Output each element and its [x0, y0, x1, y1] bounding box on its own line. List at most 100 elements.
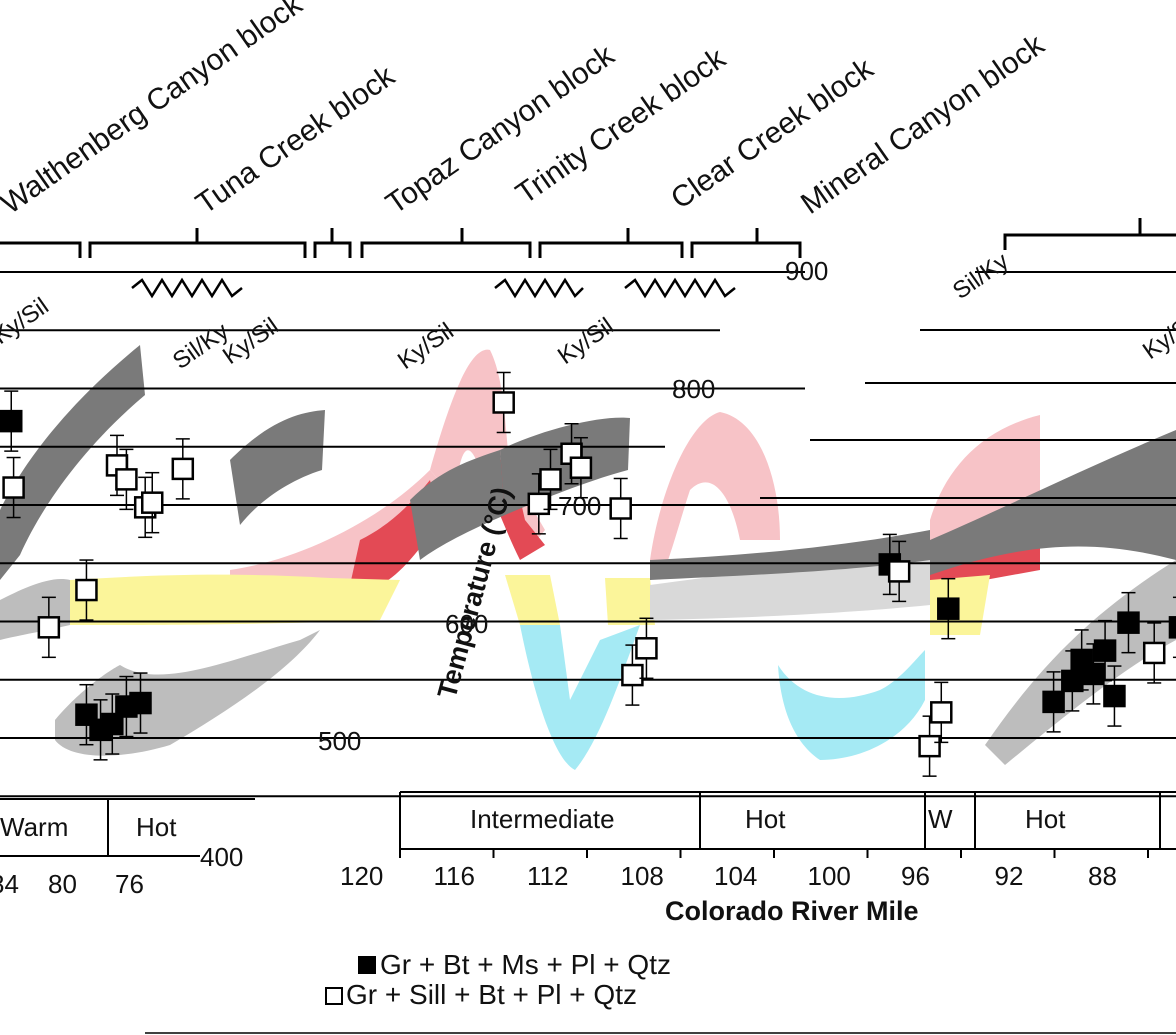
data-point-open	[539, 468, 562, 491]
data-point-filled	[1168, 616, 1176, 639]
legend-label-open: Gr + Sill + Bt + Pl + Qtz	[346, 979, 637, 1010]
x-tick-label: 76	[115, 869, 144, 899]
mid-dark-band	[500, 417, 630, 515]
zone-label-hot: Hot	[745, 804, 786, 834]
right-dark-band	[930, 430, 1176, 575]
x-tick-label: 104	[714, 861, 757, 891]
mid-dark-band-3	[650, 530, 930, 580]
y-tick-labels: 900 800 700 600 500 400	[200, 256, 828, 872]
fault-marker-2	[494, 277, 584, 299]
mineral-label: Ky/Sil	[393, 318, 459, 375]
x-tick-label: 108	[621, 861, 664, 891]
trinity-creek-bracket	[538, 228, 684, 258]
zone-label-w: W	[928, 804, 953, 834]
mid-yellow-band-2	[605, 578, 655, 625]
data-point-filled	[1082, 662, 1105, 686]
gridlines	[0, 271, 1176, 798]
x-tick-label: 84	[0, 869, 19, 899]
data-point-filled	[0, 409, 23, 433]
mid-pink-band-2	[650, 412, 780, 580]
block-brackets	[0, 218, 1176, 258]
zone-label-intermediate: Intermediate	[470, 804, 615, 834]
small-bracket-left	[313, 228, 352, 258]
left-yellow-band	[70, 574, 400, 625]
fault-marker-1	[131, 277, 243, 299]
mineral-label: Ky/Sil	[0, 293, 54, 350]
data-point-filled	[1103, 684, 1126, 708]
zone-label-warm: Warm	[0, 812, 68, 842]
data-points	[0, 371, 1176, 777]
right-cyan-band	[778, 650, 925, 760]
data-point-filled	[101, 712, 124, 736]
y-tick-label: 400	[200, 842, 243, 872]
data-point-open	[569, 456, 593, 479]
fault-marker-3	[624, 277, 736, 299]
y-tick-label: 600	[445, 609, 488, 639]
mineral-labels: Ky/Sil Sil/Ky Ky/Sil Ky/Sil Ky/Sil Sil/K…	[0, 248, 1176, 375]
x-tick-label: 92	[995, 861, 1024, 891]
data-point-filled	[1093, 639, 1117, 662]
fault-markers	[131, 277, 736, 299]
x-tick-label: 120	[340, 861, 383, 891]
y-tick-label: 700	[558, 491, 601, 521]
mid-cyan-band	[520, 625, 640, 770]
zone-label-hot: Hot	[136, 812, 177, 842]
x-tick-label: 116	[434, 861, 475, 891]
x-axis-label: Colorado River Mile	[665, 896, 919, 926]
x-tick-labels: 84807612011611210810410096928884	[0, 849, 1149, 899]
y-tick-label: 900	[785, 256, 828, 286]
x-tick-label: 100	[808, 861, 851, 891]
y-tick-label: 800	[672, 374, 715, 404]
data-point-open	[171, 457, 195, 481]
mid-yellow-band	[505, 575, 560, 625]
x-tick-label: 112	[527, 861, 568, 891]
legend-label-filled: Gr + Bt + Ms + Pl + Qtz	[380, 949, 671, 980]
tuna-creek-bracket	[88, 228, 307, 258]
data-point-open	[621, 663, 644, 687]
y-tick-label: 500	[318, 726, 361, 756]
data-point-filled	[1117, 611, 1140, 634]
x-tick-label: 96	[901, 861, 930, 891]
data-point-open	[609, 497, 632, 520]
block-label-mineral-canyon: Mineral Canyon block	[795, 28, 1051, 221]
data-point-filled	[129, 691, 152, 715]
data-point-open	[887, 560, 911, 583]
left-pink-band	[230, 470, 455, 590]
block-label-topaz-canyon: Topaz Canyon block	[380, 38, 621, 221]
block-label-tuna-creek: Tuna Creek block	[190, 59, 401, 221]
data-point-open	[492, 391, 515, 414]
data-point-open	[75, 578, 98, 602]
clear-creek-bracket	[690, 228, 802, 258]
mineral-label: Ky/Sil	[1138, 308, 1176, 365]
data-point-open	[930, 701, 953, 724]
legend: Gr + Bt + Ms + Pl + Qtz Gr + Sill + Bt +…	[145, 949, 1176, 1034]
legend-marker-open-square	[325, 987, 343, 1005]
data-point-open	[635, 637, 658, 660]
data-point-open	[141, 491, 164, 514]
data-point-open	[37, 616, 61, 639]
right-yellow-band	[930, 575, 990, 635]
topaz-canyon-bracket	[360, 228, 532, 258]
data-point-open	[115, 468, 138, 491]
zone-label-hot: Hot	[1025, 804, 1066, 834]
temperature-bands	[0, 345, 1176, 770]
mineral-label: Sil/Ky	[948, 248, 1014, 305]
legend-marker-filled-square	[358, 956, 376, 974]
data-point-filled	[1061, 669, 1084, 693]
mineral-label: Ky/Sil	[553, 313, 619, 370]
data-point-open	[2, 476, 25, 499]
mineral-canyon-bracket	[1003, 218, 1176, 250]
block-labels: Walthenberg Canyon block Tuna Creek bloc…	[0, 0, 1051, 221]
x-tick-label: 88	[1088, 861, 1117, 891]
mineral-label: Ky/Sil	[218, 313, 284, 370]
zones: Warm Hot Intermediate Hot W Hot	[0, 791, 1176, 857]
data-point-open	[918, 734, 941, 758]
x-tick-label: 80	[48, 869, 77, 899]
left-dark-band-2	[230, 410, 325, 525]
data-point-filled	[1042, 690, 1065, 714]
data-point-filled	[937, 597, 960, 620]
walthenberg-bracket	[0, 241, 82, 258]
data-point-open	[527, 492, 551, 516]
data-point-open	[1142, 641, 1166, 665]
